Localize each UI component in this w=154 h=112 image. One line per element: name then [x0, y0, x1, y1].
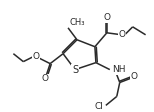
- Text: S: S: [72, 65, 78, 75]
- Text: O: O: [33, 52, 40, 61]
- Text: O: O: [103, 13, 110, 22]
- Text: O: O: [118, 30, 125, 39]
- Text: Cl: Cl: [95, 102, 104, 111]
- Text: CH₃: CH₃: [69, 18, 85, 27]
- Text: O: O: [42, 74, 49, 83]
- Text: O: O: [130, 72, 137, 81]
- Text: NH: NH: [112, 65, 125, 74]
